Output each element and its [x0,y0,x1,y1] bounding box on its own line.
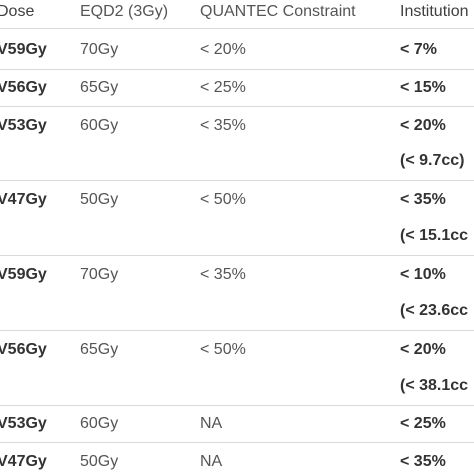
row-divider [0,106,474,107]
cell-eqd2: 65Gy [80,79,119,96]
cell-eqd2: 70Gy [80,41,119,58]
header-eqd2: EQD2 (3Gy) [80,3,169,20]
cell-institution: < 7% [400,41,437,58]
cell-institution: < 35% [400,453,446,470]
cell-quantec: NA [200,415,223,432]
cell-quantec: < 35% [200,117,246,134]
cell-eqd2: 70Gy [80,266,119,283]
cell-institution-volume: (< 23.6cc [400,302,469,319]
cell-institution: < 10% [400,266,446,283]
cell-eqd2: 50Gy [80,453,119,470]
row-divider [0,330,474,331]
cell-dose: V56Gy [0,341,47,358]
cell-quantec: < 35% [200,266,246,283]
cell-institution-volume: (< 9.7cc) [400,152,465,169]
cell-quantec: < 50% [200,191,246,208]
cell-institution-volume: (< 15.1cc [400,227,469,244]
cell-dose: V59Gy [0,266,47,283]
cell-institution: < 20% [400,117,446,134]
header-institution: Institution [400,3,469,20]
cell-eqd2: 50Gy [80,191,119,208]
cell-quantec: NA [200,453,223,470]
cell-eqd2: 60Gy [80,415,119,432]
row-divider [0,405,474,406]
cell-eqd2: 60Gy [80,117,119,134]
cell-institution: < 35% [400,191,446,208]
cell-institution: < 25% [400,415,446,432]
header-dose: Dose [0,3,35,20]
row-divider [0,69,474,70]
cell-quantec: < 25% [200,79,246,96]
cell-dose: V56Gy [0,79,47,96]
header-divider [0,28,474,29]
cell-eqd2: 65Gy [80,341,119,358]
cell-institution-volume: (< 38.1cc [400,377,469,394]
row-divider [0,255,474,256]
cell-quantec: < 50% [200,341,246,358]
header-quantec: QUANTEC Constraint [200,3,356,20]
cell-dose: V47Gy [0,453,47,470]
cell-dose: V47Gy [0,191,47,208]
cell-institution: < 15% [400,79,446,96]
row-divider [0,442,474,443]
cell-dose: V53Gy [0,415,47,432]
table-header: Dose EQD2 (3Gy) QUANTEC Constraint Insti… [0,0,474,26]
cell-dose: V59Gy [0,41,47,58]
cell-quantec: < 20% [200,41,246,58]
row-divider [0,180,474,181]
cell-dose: V53Gy [0,117,47,134]
cell-institution: < 20% [400,341,446,358]
